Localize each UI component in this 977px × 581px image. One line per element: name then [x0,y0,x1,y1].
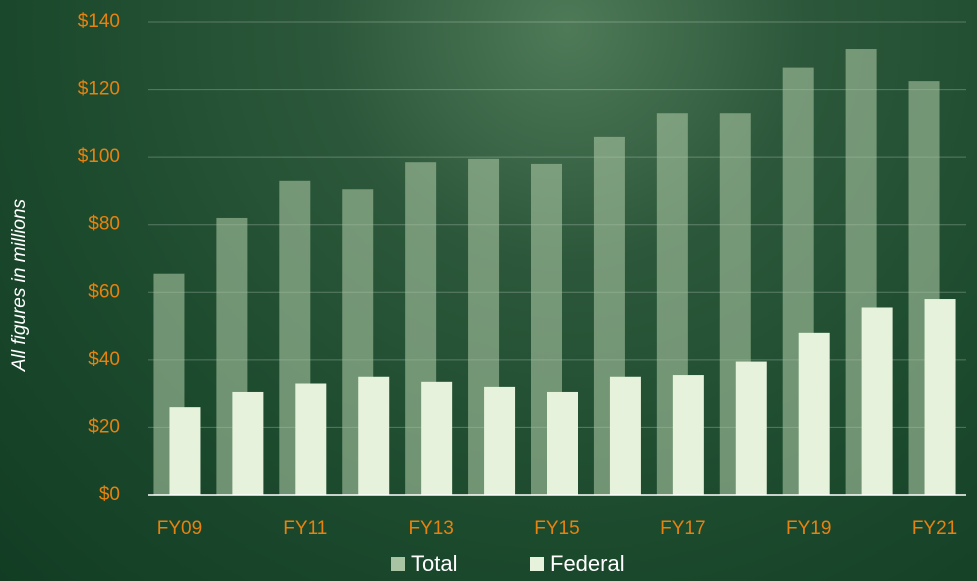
bar [358,377,389,495]
bar [547,392,578,495]
bar [421,382,452,495]
x-tick-label: FY11 [283,518,327,539]
legend-swatch [391,557,405,571]
x-tick-label: FY19 [786,518,831,539]
bar [925,299,956,495]
x-tick-label: FY13 [408,518,453,539]
y-tick-label: $0 [99,484,120,505]
bar [862,307,893,495]
chart: All figures in millions $0 $20 $40 $60 $80 $1… [0,0,977,581]
bar [799,333,830,495]
y-tick-label: $140 [78,11,120,32]
y-tick-label: $100 [78,146,120,167]
bar [484,387,515,495]
page: All figures in millions $0 $20 $40 $60 $80 $1… [0,0,977,581]
bar [610,377,641,495]
x-tick-label: FY15 [534,518,579,539]
y-tick-label: $20 [88,416,120,437]
bar [673,375,704,495]
legend-label: Total [411,551,457,576]
legend-swatch [530,557,544,571]
bar [232,392,263,495]
x-tick-label: FY21 [912,518,957,539]
x-tick-label: FY09 [157,518,202,539]
legend-label: Federal [550,551,625,576]
x-tick-label: FY17 [660,518,705,539]
y-tick-label: $80 [88,214,120,235]
y-tick-label: $40 [88,349,120,370]
y-axis-label: All figures in millions [9,198,30,372]
y-tick-label: $60 [88,281,120,302]
y-tick-label: $120 [78,79,120,100]
bar [736,362,767,495]
bar [295,384,326,495]
bar [169,407,200,495]
